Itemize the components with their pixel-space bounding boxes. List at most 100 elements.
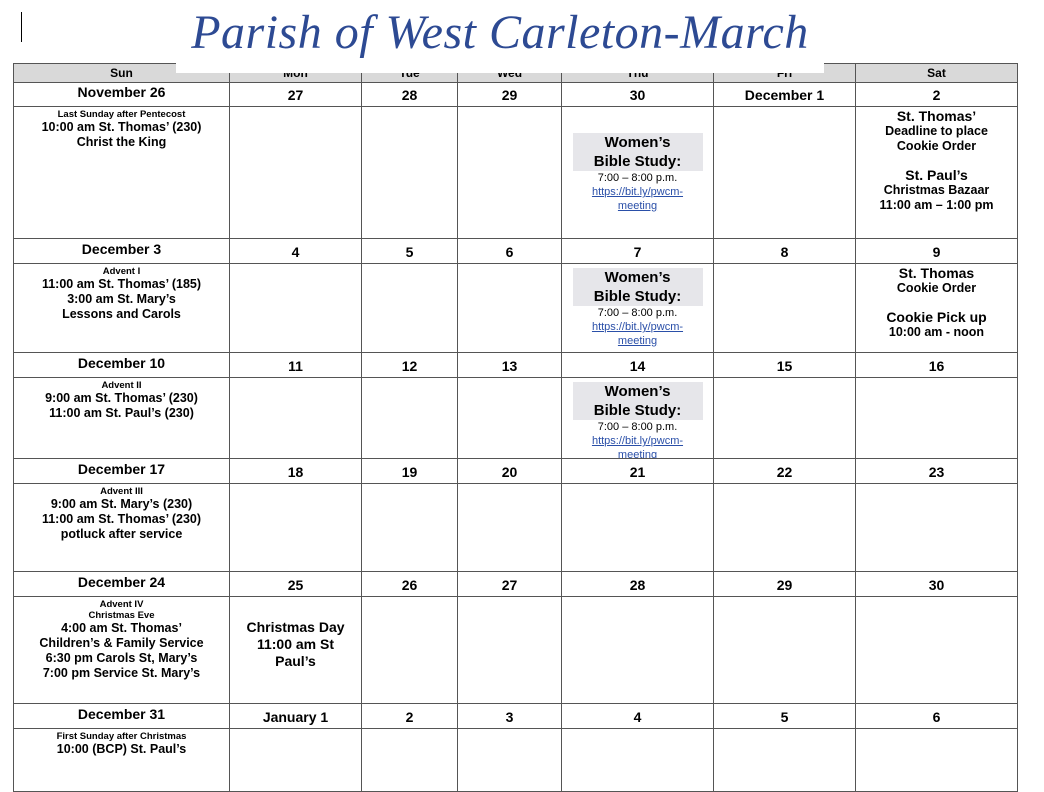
day-cell: Advent I 11:00 am St. Thomas’ (185) 3:00 a…	[13, 264, 230, 353]
day-cell	[230, 107, 362, 239]
date: 4	[562, 704, 714, 729]
day-cell	[714, 484, 856, 572]
date: 28	[362, 82, 458, 107]
day-cell	[714, 264, 856, 353]
day-header: Sun	[13, 63, 230, 83]
text-cursor	[21, 12, 22, 42]
date: November 26	[13, 82, 230, 107]
date: December 3	[13, 239, 230, 264]
date: 5	[362, 239, 458, 264]
event: Women’s Bible Study: 7:00 – 8:00 p.m. http…	[562, 268, 713, 348]
entry-group: St. Paul’s Christmas Bazaar 11:00 am – 1:0…	[856, 168, 1017, 213]
day-cell	[714, 597, 856, 704]
occasion: First Sunday after Christmas	[56, 731, 187, 742]
day-cell: Advent II 9:00 am St. Thomas’ (230) 11:00 …	[13, 378, 230, 459]
event-time: 7:00 – 8:00 p.m.	[597, 421, 678, 433]
date: 15	[714, 353, 856, 378]
entry-line: Cookie Pick up	[886, 309, 987, 325]
day-cell	[458, 597, 562, 704]
entry-line: Christmas Day	[246, 619, 345, 635]
day-cell	[230, 264, 362, 353]
date: 29	[714, 572, 856, 597]
day-cell: Women’s Bible Study: 7:00 – 8:00 p.m. http…	[562, 107, 714, 239]
date: 5	[714, 704, 856, 729]
date: 6	[458, 239, 562, 264]
day-cell	[562, 729, 714, 792]
date: 13	[458, 353, 562, 378]
date: 18	[230, 459, 362, 484]
date: 30	[856, 572, 1018, 597]
event-link[interactable]: https://bit.ly/pwcm-meeting	[591, 186, 684, 212]
event: Women’s Bible Study: 7:00 – 8:00 p.m. http…	[562, 133, 713, 213]
date: December 24	[13, 572, 230, 597]
entry-line: 9:00 am St. Mary’s (230)	[50, 497, 193, 511]
date: 23	[856, 459, 1018, 484]
event-heading: Women’s Bible Study:	[572, 268, 703, 306]
entry-line: 11:00 am – 1:00 pm	[879, 198, 994, 212]
date: 21	[562, 459, 714, 484]
entry-line: 11:00 am St Paul’s	[256, 636, 335, 669]
entry-group: St. Thomas Cookie Order	[856, 266, 1017, 296]
date: 7	[562, 239, 714, 264]
entry-group: Cookie Pick up 10:00 am - noon	[856, 310, 1017, 340]
day-cell	[362, 264, 458, 353]
entry-group: 9:00 am St. Thomas’ (230) 11:00 am St. Pa…	[14, 391, 229, 421]
entry-line: 10:00 (BCP) St. Paul’s	[56, 742, 187, 756]
date: 16	[856, 353, 1018, 378]
day-cell: Women’s Bible Study: 7:00 – 8:00 p.m. http…	[562, 378, 714, 459]
occasion: Advent II	[101, 380, 142, 391]
entry-line: St. Paul’s	[905, 167, 968, 183]
date: 30	[562, 82, 714, 107]
day-cell: Christmas Day 11:00 am St Paul’s	[230, 597, 362, 704]
entry-line: 11:00 am St. Thomas’ (230)	[41, 512, 202, 526]
date: 2	[362, 704, 458, 729]
entry-line: potluck after service	[60, 527, 183, 541]
entry-group: 11:00 am St. Thomas’ (185) 3:00 am St. Ma…	[14, 277, 229, 322]
entry-line: Cookie Order	[896, 281, 977, 295]
day-cell	[458, 107, 562, 239]
date: December 31	[13, 704, 230, 729]
day-cell	[562, 484, 714, 572]
date: 26	[362, 572, 458, 597]
day-cell	[458, 729, 562, 792]
date: 11	[230, 353, 362, 378]
entry-line: 10:00 am - noon	[888, 325, 985, 339]
day-cell	[362, 107, 458, 239]
day-cell	[856, 729, 1018, 792]
event-link[interactable]: https://bit.ly/pwcm-meeting	[591, 321, 684, 347]
date: January 1	[230, 704, 362, 729]
event-link[interactable]: https://bit.ly/pwcm-meeting	[591, 435, 684, 459]
event-heading: Women’s Bible Study:	[572, 382, 703, 420]
entry-line: Cookie Order	[896, 139, 977, 153]
day-cell	[714, 378, 856, 459]
day-cell	[458, 264, 562, 353]
day-cell: First Sunday after Christmas 10:00 (BCP) …	[13, 729, 230, 792]
day-cell	[856, 597, 1018, 704]
entry-group: 10:00 (BCP) St. Paul’s	[14, 742, 229, 757]
day-cell	[714, 729, 856, 792]
date: 12	[362, 353, 458, 378]
date: 2	[856, 82, 1018, 107]
entry-line: St. Thomas	[898, 265, 975, 281]
date: 29	[458, 82, 562, 107]
date: 3	[458, 704, 562, 729]
date: 20	[458, 459, 562, 484]
entry-line: Christ the King	[76, 135, 167, 149]
entry-line: Deadline to place	[885, 124, 988, 138]
entry-line: 9:00 am St. Thomas’ (230)	[45, 391, 198, 405]
day-cell: Last Sunday after Pentecost 10:00 am St. …	[13, 107, 230, 239]
date: 14	[562, 353, 714, 378]
entry-group: St. Thomas’ Deadline to place Cookie Order	[856, 109, 1017, 154]
event: Women’s Bible Study: 7:00 – 8:00 p.m. http…	[562, 382, 713, 459]
entry-line: 11:00 am St. Paul’s (230)	[49, 406, 194, 420]
entry-group: 10:00 am St. Thomas’ (230) Christ the Kin…	[14, 120, 229, 150]
entry-group: 4:00 am St. Thomas’ Children’s & Family S…	[14, 621, 229, 681]
occasion: Last Sunday after Pentecost	[57, 109, 186, 120]
day-header: Sat	[856, 63, 1018, 83]
occasion: Advent III	[100, 486, 143, 497]
day-cell	[458, 484, 562, 572]
entry-line: 7:00 pm Service St. Mary’s	[42, 666, 201, 680]
occasion: Advent IV	[99, 599, 144, 610]
day-cell	[230, 378, 362, 459]
day-cell	[230, 484, 362, 572]
